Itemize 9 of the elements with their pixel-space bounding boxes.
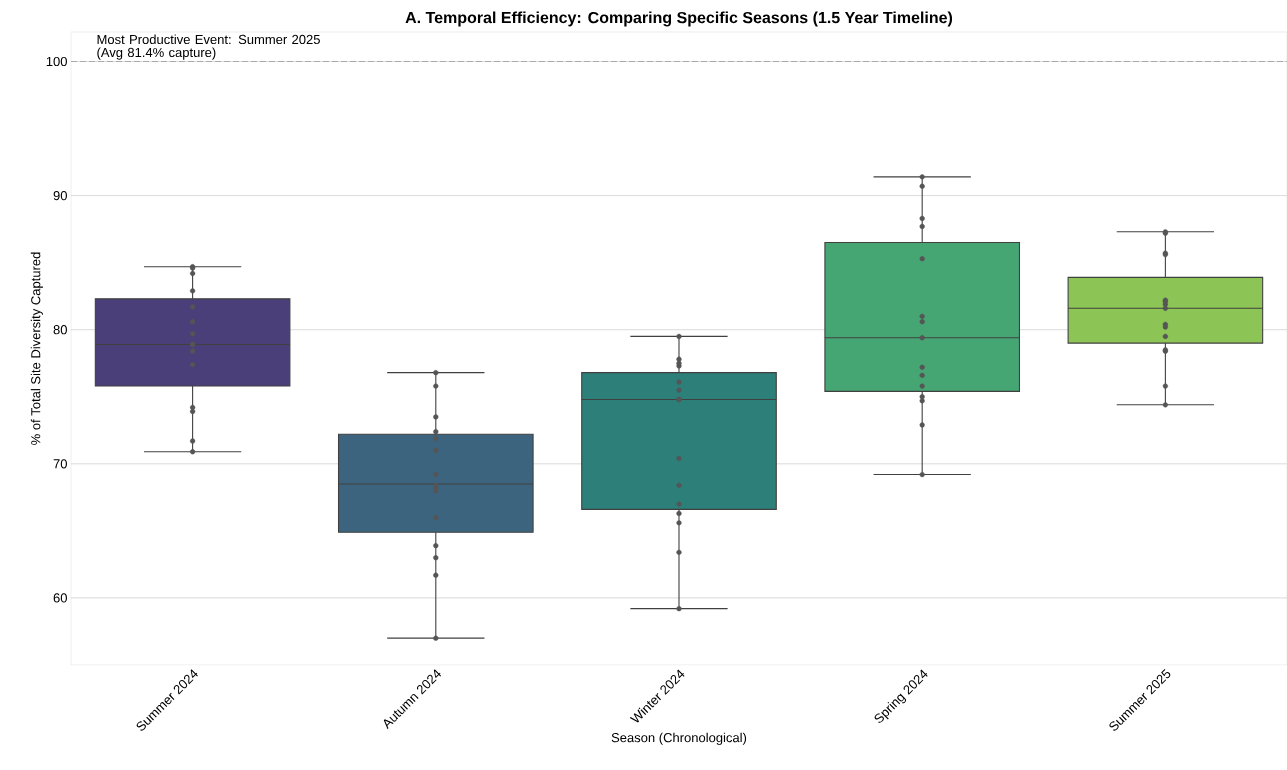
y-tick-label: 90 [53,191,67,201]
annotation: Most Productive Event: Summer 2025 (Avg 81.4% capture) [97,34,320,60]
x-axis-title: Season (Chronological) [611,732,747,745]
y-tick-label: 70 [53,459,67,469]
y-tick-label: 100 [46,56,67,67]
chart-title: A. Temporal Efficiency: Comparing Specific Seasons (1.5 Year Timeline) [405,11,953,27]
y-tick-label: 80 [53,325,67,335]
y-tick-label: 60 [53,593,67,603]
y-axis-title: % of Total Site Diversity Captured [30,252,43,445]
